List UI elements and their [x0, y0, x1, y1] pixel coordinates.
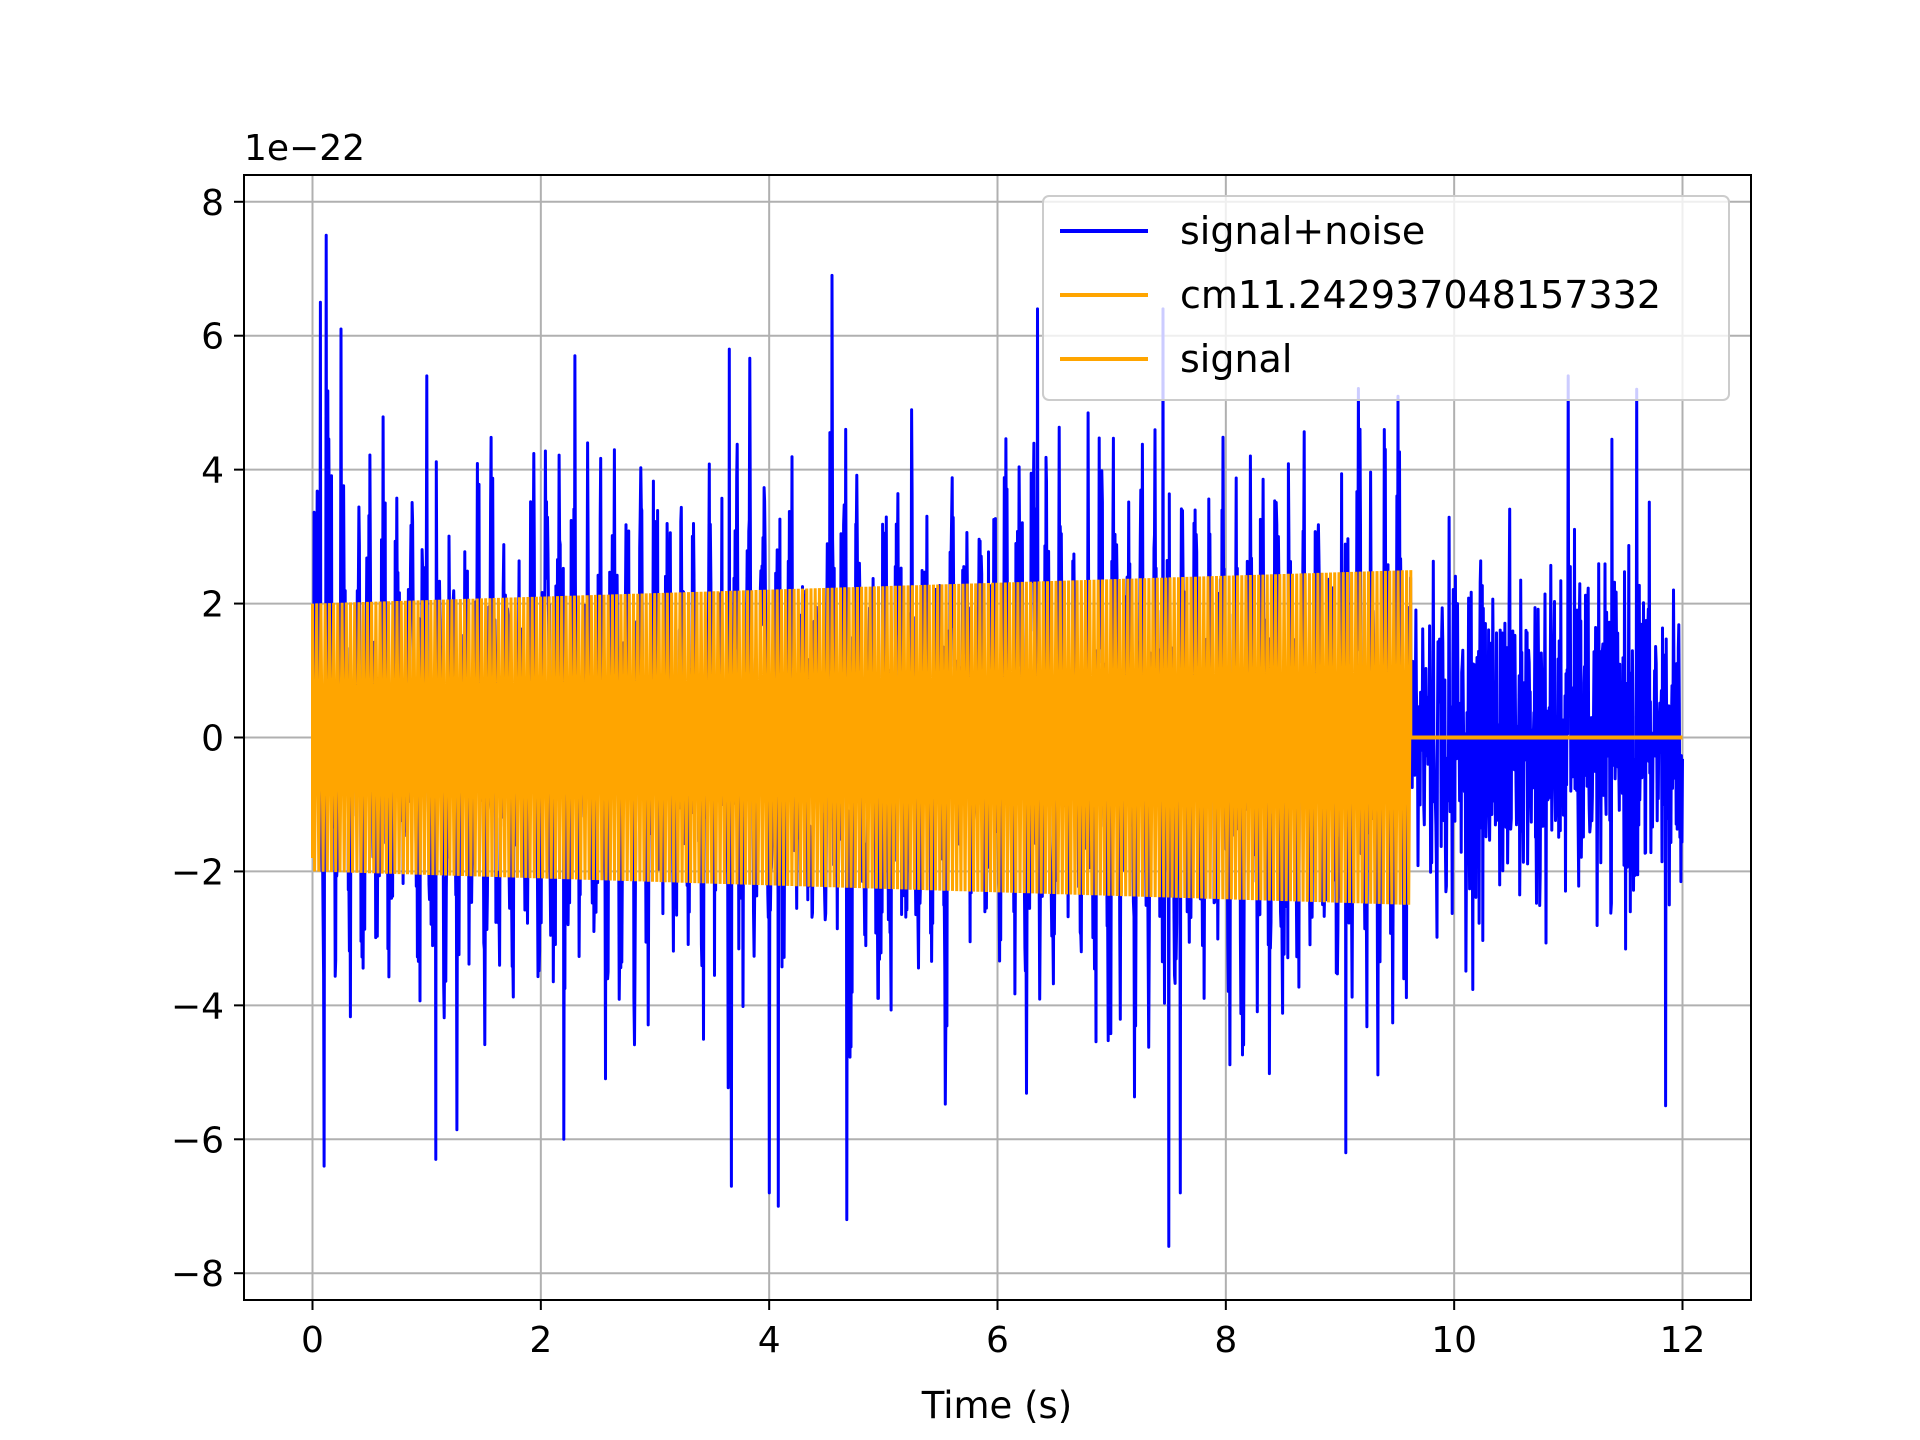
y-tick-label: −4 — [171, 986, 224, 1027]
y-axis: −8 −6 −4 −2 0 2 4 6 8 — [171, 183, 244, 1295]
x-tick-label: 0 — [301, 1320, 324, 1361]
y-offset-text: 1e−22 — [244, 128, 365, 169]
legend-label-signal: signal — [1180, 337, 1292, 381]
y-tick-label: −6 — [171, 1120, 224, 1161]
legend-frame — [1042, 195, 1730, 401]
x-axis: 0 2 4 6 8 10 12 — [301, 1300, 1705, 1361]
y-tick-label: 6 — [201, 317, 224, 358]
y-tick-label: −2 — [171, 852, 224, 893]
x-tick-label: 2 — [529, 1320, 552, 1361]
legend-label-signal-noise: signal+noise — [1180, 209, 1425, 253]
legend-label-cm: cm11.242937048157332 — [1180, 273, 1661, 317]
series-layer — [311, 233, 1684, 1248]
x-axis-label: Time (s) — [921, 1384, 1072, 1427]
y-tick-label: 8 — [201, 183, 224, 224]
legend: signal+noise cm11.242937048157332 signal — [1042, 195, 1730, 401]
y-tick-label: −8 — [171, 1254, 224, 1295]
x-tick-label: 4 — [758, 1320, 781, 1361]
x-tick-label: 12 — [1660, 1320, 1706, 1361]
y-tick-label: 0 — [201, 719, 224, 760]
x-tick-label: 8 — [1214, 1320, 1237, 1361]
x-tick-label: 10 — [1431, 1320, 1477, 1361]
y-tick-label: 4 — [201, 451, 224, 492]
x-tick-label: 6 — [986, 1320, 1009, 1361]
y-tick-label: 2 — [201, 585, 224, 626]
